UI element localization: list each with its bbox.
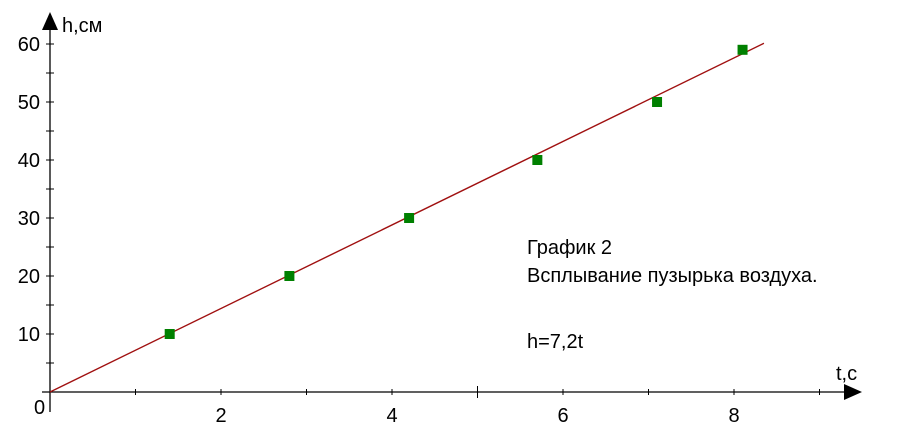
y-axis-label: h,см <box>62 15 102 37</box>
data-point <box>404 213 415 223</box>
x-tick-label: 6 <box>557 405 568 427</box>
chart-equation: h=7,2t <box>527 331 584 353</box>
origin-label: 0 <box>34 397 45 419</box>
data-point <box>284 271 295 281</box>
y-axis-arrow <box>42 12 58 30</box>
x-axis-arrow <box>844 384 862 400</box>
data-point <box>532 155 543 165</box>
x-tick-label: 8 <box>728 405 739 427</box>
y-tick-label: 10 <box>18 324 40 346</box>
y-tick-label: 40 <box>18 150 40 172</box>
data-point <box>652 97 663 107</box>
data-point <box>737 44 748 55</box>
x-axis-label: t,c <box>836 363 857 385</box>
x-tick-label: 4 <box>386 405 397 427</box>
chart-caption-title: График 2 <box>527 237 613 259</box>
y-tick-label: 60 <box>18 34 40 56</box>
chart-caption-subtitle: Всплывание пузырька воздуха. <box>527 265 818 287</box>
ticks: 10 20 30 40 50 60 2 4 6 8 <box>18 34 820 427</box>
y-tick-label: 50 <box>18 92 40 114</box>
axes <box>42 12 862 412</box>
data-points <box>164 44 748 339</box>
data-point <box>164 329 175 339</box>
y-tick-label: 20 <box>18 266 40 288</box>
x-tick-label: 2 <box>215 405 226 427</box>
y-tick-label: 30 <box>18 208 40 230</box>
